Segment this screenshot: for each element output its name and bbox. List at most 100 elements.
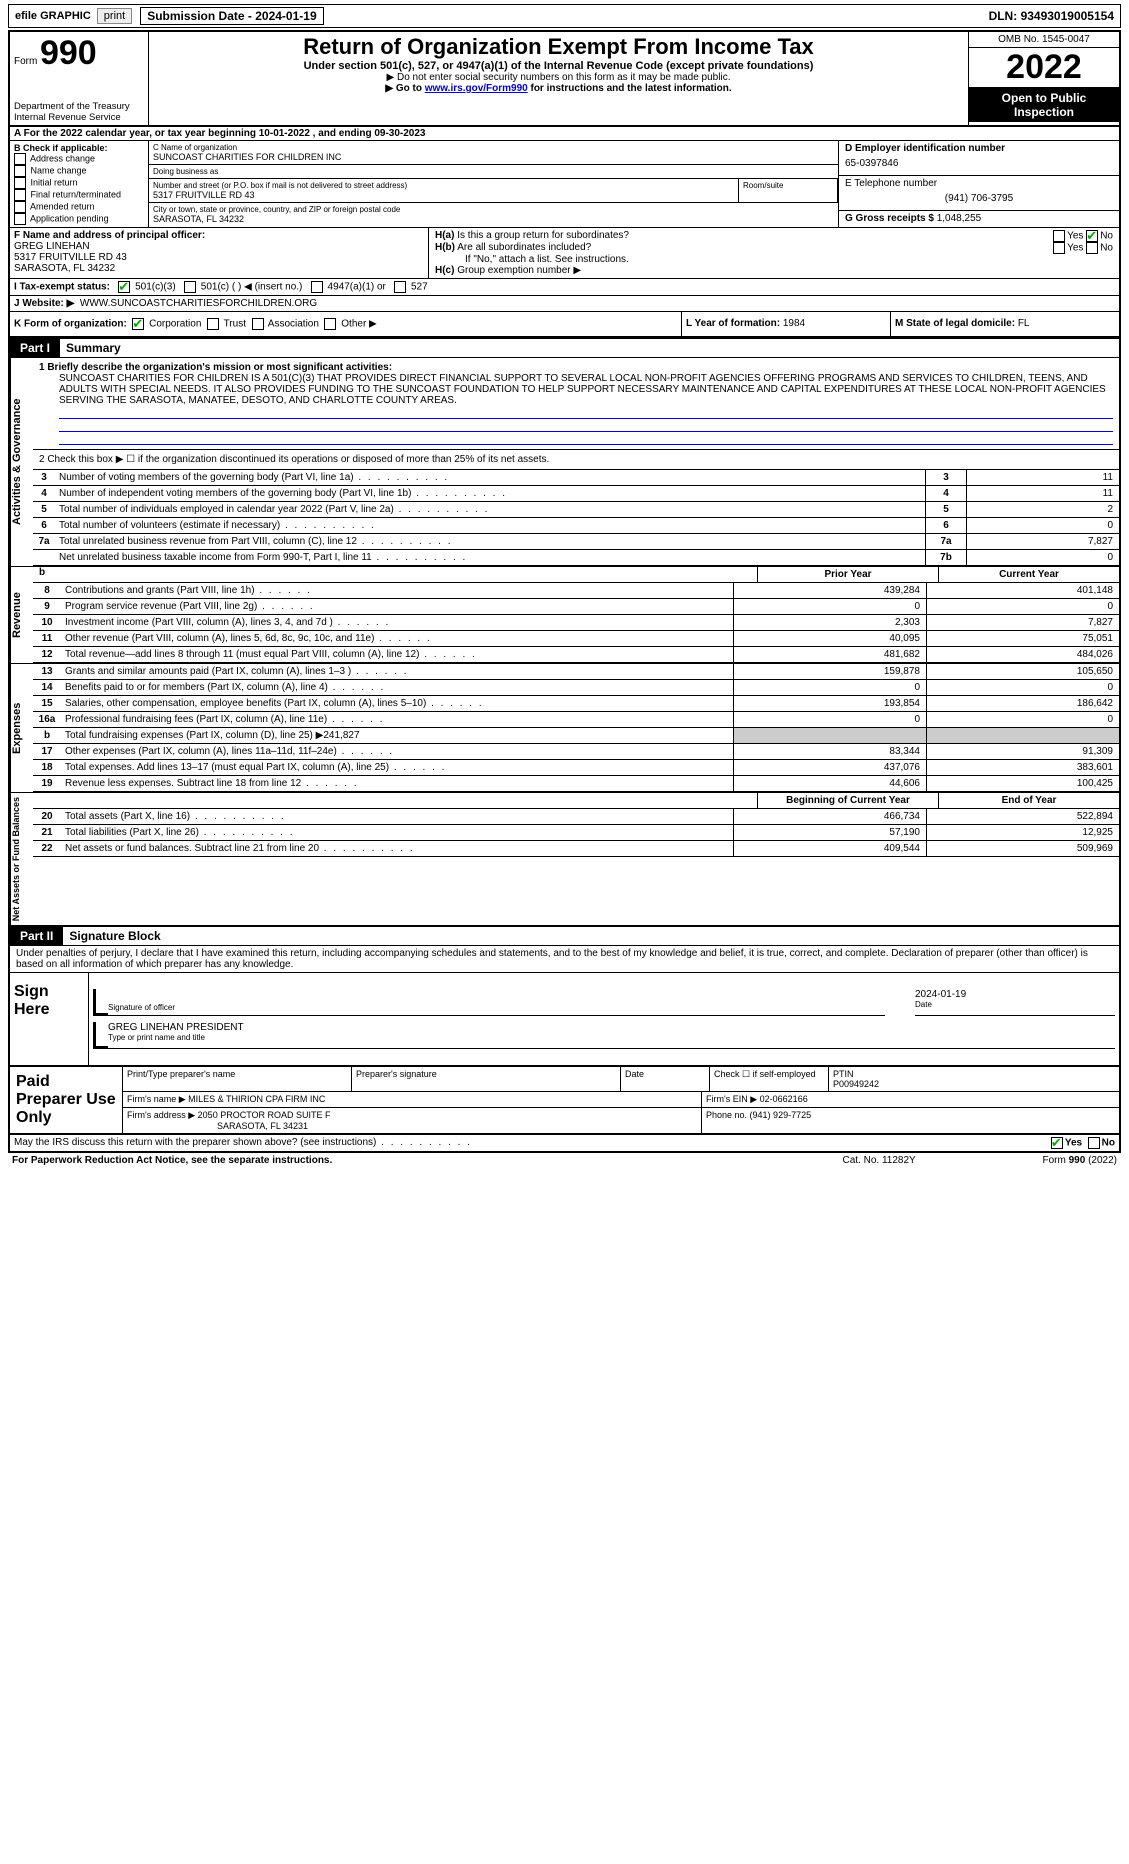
expense-row: b Total fundraising expenses (Part IX, c…: [33, 728, 1119, 744]
prior-value: 159,878: [733, 664, 926, 679]
row-i-label: I Tax-exempt status:: [14, 282, 110, 293]
hb-no-check[interactable]: [1086, 242, 1098, 254]
gov-row: 4 Number of independent voting members o…: [33, 486, 1119, 502]
line-num: 11: [33, 631, 61, 646]
line-code: 6: [925, 518, 966, 533]
firm-addr1: 2050 PROCTOR ROAD SUITE F: [198, 1110, 331, 1120]
line2-text: 2 Check this box ▶ ☐ if the organization…: [33, 450, 1119, 470]
section-b: B Check if applicable: Address change Na…: [10, 141, 149, 227]
line-num: 9: [33, 599, 61, 614]
prior-value: 437,076: [733, 760, 926, 775]
expense-row: 17 Other expenses (Part IX, column (A), …: [33, 744, 1119, 760]
row-l: L Year of formation: 1984: [681, 312, 890, 336]
check-association[interactable]: [252, 318, 264, 330]
revenue-row: 11 Other revenue (Part VIII, column (A),…: [33, 631, 1119, 647]
discuss-yes-check[interactable]: [1051, 1137, 1063, 1149]
check-application-pending[interactable]: [14, 213, 26, 225]
activities-governance-section: Activities & Governance 1 Briefly descri…: [8, 358, 1121, 567]
prior-value: 44,606: [733, 776, 926, 791]
line-desc: Number of voting members of the governin…: [55, 470, 925, 485]
row-l-value: 1984: [783, 318, 805, 329]
form-number: 990: [40, 34, 97, 72]
line-desc: Total assets (Part X, line 16): [61, 809, 733, 824]
line-code: 3: [925, 470, 966, 485]
col-prior-year: Prior Year: [757, 567, 938, 582]
check-527[interactable]: [394, 281, 406, 293]
net-header-row: Beginning of Current Year End of Year: [33, 793, 1119, 809]
firm-ein-value: 02-0662166: [760, 1094, 808, 1104]
hb-yes-check[interactable]: [1053, 242, 1065, 254]
line-value: 11: [966, 486, 1119, 501]
side-label-expenses: Expenses: [10, 664, 33, 792]
current-value: 105,650: [926, 664, 1119, 679]
hb-note: If "No," attach a list. See instructions…: [435, 254, 1113, 265]
net-row: 22 Net assets or fund balances. Subtract…: [33, 841, 1119, 857]
arrow-icon: [93, 989, 108, 1016]
current-value: [926, 728, 1119, 743]
end-value: 509,969: [926, 841, 1119, 856]
check-other[interactable]: [324, 318, 336, 330]
city-label: City or town, state or province, country…: [153, 205, 834, 214]
line-value: 0: [966, 550, 1119, 565]
current-value: 0: [926, 599, 1119, 614]
form-subtitle: Under section 501(c), 527, or 4947(a)(1)…: [155, 60, 962, 72]
check-corporation[interactable]: [132, 318, 144, 330]
header-center: Return of Organization Exempt From Incom…: [149, 32, 968, 125]
gross-value: 1,048,255: [937, 213, 982, 224]
name-title-label: Type or print name and title: [108, 1033, 1115, 1042]
net-row: 21 Total liabilities (Part X, line 26) 5…: [33, 825, 1119, 841]
gov-row: 7a Total unrelated business revenue from…: [33, 534, 1119, 550]
line-desc: Revenue less expenses. Subtract line 18 …: [61, 776, 733, 791]
arrow-icon: [93, 1022, 108, 1049]
check-name-change[interactable]: [14, 165, 26, 177]
check-501c[interactable]: [184, 281, 196, 293]
officer-name: GREG LINEHAN: [14, 241, 424, 252]
col-end-year: End of Year: [938, 793, 1119, 808]
row-m: M State of legal domicile: FL: [890, 312, 1119, 336]
ha-no-check[interactable]: [1086, 230, 1098, 242]
sig-date-label: Date: [915, 1000, 932, 1009]
website-value: WWW.SUNCOASTCHARITIESFORCHILDREN.ORG: [80, 298, 317, 309]
row-a-tax-year: A For the 2022 calendar year, or tax yea…: [8, 127, 1121, 141]
ein-value: 65-0397846: [845, 154, 1113, 173]
opt-501c3: 501(c)(3): [135, 282, 176, 293]
current-value: 75,051: [926, 631, 1119, 646]
hb-no: No: [1100, 243, 1113, 254]
check-trust[interactable]: [207, 318, 219, 330]
ptin-label: PTIN: [833, 1069, 1115, 1079]
check-501c3[interactable]: [118, 281, 130, 293]
section-b-label: B Check if applicable:: [14, 143, 108, 153]
note2-post: for instructions and the latest informat…: [528, 83, 732, 94]
check-final-return[interactable]: [14, 189, 26, 201]
block-b-c-d: B Check if applicable: Address change Na…: [8, 141, 1121, 228]
check-4947[interactable]: [311, 281, 323, 293]
line-num: 22: [33, 841, 61, 856]
tax-year: 2022: [969, 48, 1119, 88]
expense-row: 16a Professional fundraising fees (Part …: [33, 712, 1119, 728]
expense-row: 18 Total expenses. Add lines 13–17 (must…: [33, 760, 1119, 776]
opt-initial-return: Initial return: [31, 177, 78, 187]
line-num: [33, 550, 55, 565]
print-button[interactable]: print: [97, 8, 132, 24]
opt-address-change: Address change: [30, 153, 95, 163]
form990-link[interactable]: www.irs.gov/Form990: [425, 83, 528, 94]
line-desc: Total liabilities (Part X, line 26): [61, 825, 733, 840]
form-title: Return of Organization Exempt From Incom…: [155, 34, 962, 60]
firm-name-label: Firm's name ▶: [127, 1094, 186, 1104]
line-num: 21: [33, 825, 61, 840]
line-num: 4: [33, 486, 55, 501]
revenue-row: 12 Total revenue—add lines 8 through 11 …: [33, 647, 1119, 663]
form-header: Form 990 Department of the Treasury Inte…: [8, 30, 1121, 127]
check-address-change[interactable]: [14, 153, 26, 165]
check-amended-return[interactable]: [14, 201, 26, 213]
mission-text: SUNCOAST CHARITIES FOR CHILDREN IS A 501…: [39, 373, 1113, 406]
prior-value: [733, 728, 926, 743]
discuss-no-check[interactable]: [1088, 1137, 1100, 1149]
ein-cell: D Employer identification number 65-0397…: [839, 141, 1119, 176]
line-desc: Contributions and grants (Part VIII, lin…: [61, 583, 733, 598]
line-num: 15: [33, 696, 61, 711]
line-value: 7,827: [966, 534, 1119, 549]
ha-yes-check[interactable]: [1053, 230, 1065, 242]
check-initial-return[interactable]: [14, 177, 26, 189]
firm-addr-label: Firm's address ▶: [127, 1110, 195, 1120]
